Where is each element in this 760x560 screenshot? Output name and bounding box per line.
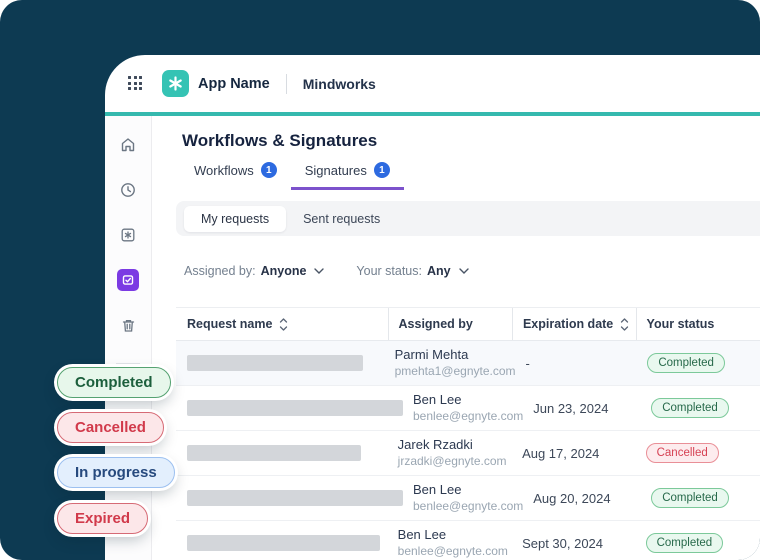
status-badge: Completed bbox=[651, 488, 729, 508]
sidebar-divider bbox=[116, 363, 140, 364]
floating-badge-expired: Expired bbox=[57, 503, 149, 534]
column-header-your-status[interactable]: Your status bbox=[635, 308, 760, 340]
home-icon[interactable] bbox=[117, 134, 139, 156]
assigned-by-cell: Ben Lee benlee@egnyte.com bbox=[413, 392, 524, 423]
column-header-request-name[interactable]: Request name bbox=[176, 308, 388, 340]
top-bar: App Name Mindworks bbox=[105, 55, 760, 112]
assigned-by-cell: Ben Lee benlee@egnyte.com bbox=[413, 482, 524, 513]
apps-box-icon[interactable] bbox=[117, 224, 139, 246]
request-name-cell bbox=[176, 400, 403, 416]
request-name-cell bbox=[176, 355, 385, 371]
tab-signatures[interactable]: Signatures 1 bbox=[290, 162, 404, 190]
redacted-request-name bbox=[187, 355, 363, 371]
status-cell: Completed bbox=[636, 533, 760, 553]
floating-badge-in-progress: In progress bbox=[57, 457, 175, 488]
table-header: Request name Assigned by Expiration date bbox=[176, 308, 760, 341]
assigned-by-filter-label: Assigned by: bbox=[184, 264, 256, 278]
tab-signatures-label: Signatures bbox=[304, 162, 367, 178]
requests-table: Request name Assigned by Expiration date bbox=[176, 307, 760, 560]
assigned-by-filter[interactable]: Assigned by: Anyone bbox=[184, 264, 325, 278]
subtab-sent-requests[interactable]: Sent requests bbox=[303, 211, 381, 226]
table-row[interactable]: Ben Lee benlee@egnyte.com Aug 20, 2024 C… bbox=[176, 476, 760, 521]
tab-workflows-count-badge: 1 bbox=[260, 162, 277, 178]
floating-badge-cancelled: Cancelled bbox=[57, 412, 164, 443]
main-content: Workflows & Signatures Workflows 1 Signa… bbox=[152, 116, 760, 560]
redacted-request-name bbox=[187, 535, 380, 551]
filter-bar: Assigned by: Anyone Your status: Any bbox=[184, 264, 760, 278]
app-launcher-icon[interactable] bbox=[128, 76, 143, 91]
column-header-assigned-by[interactable]: Assigned by bbox=[387, 308, 512, 340]
chevron-down-icon bbox=[314, 268, 325, 274]
assigned-by-cell: Jarek Rzadki jrzadki@egnyte.com bbox=[397, 437, 507, 468]
tab-bar: Workflows 1 Signatures 1 bbox=[180, 162, 760, 190]
tab-workflows[interactable]: Workflows 1 bbox=[180, 162, 291, 190]
floating-badge-completed: Completed bbox=[57, 367, 171, 398]
subtab-my-requests[interactable]: My requests bbox=[184, 205, 287, 232]
column-header-expiration-date[interactable]: Expiration date bbox=[511, 308, 636, 340]
your-status-filter-label: Your status: bbox=[356, 264, 422, 278]
history-clock-icon[interactable] bbox=[117, 179, 139, 201]
expiration-date-cell: Aug 20, 2024 bbox=[533, 490, 611, 506]
expiration-date-cell: - bbox=[525, 355, 530, 371]
status-badge: Cancelled bbox=[645, 443, 719, 463]
assigned-by-filter-value: Anyone bbox=[260, 264, 307, 278]
sort-icon[interactable] bbox=[620, 317, 629, 331]
status-cell: Cancelled bbox=[636, 443, 760, 463]
status-cell: Completed bbox=[641, 488, 760, 508]
app-logo-icon[interactable] bbox=[162, 70, 189, 97]
request-name-cell bbox=[176, 535, 388, 551]
table-row[interactable]: Ben Lee benlee@egnyte.com Sept 30, 2024 … bbox=[176, 521, 760, 560]
sort-icon[interactable] bbox=[279, 317, 288, 331]
workspace-name: Mindworks bbox=[302, 75, 376, 92]
your-status-filter-value: Any bbox=[426, 264, 451, 278]
topbar-divider bbox=[285, 73, 287, 94]
accent-line bbox=[105, 112, 760, 116]
expiration-date-cell: Aug 17, 2024 bbox=[522, 445, 600, 461]
tab-workflows-label: Workflows bbox=[194, 162, 254, 178]
status-badge: Completed bbox=[645, 533, 724, 553]
table-row[interactable]: Parmi Mehta pmehta1@egnyte.com - Complet… bbox=[176, 341, 760, 386]
chevron-down-icon bbox=[458, 268, 469, 274]
status-badge: Completed bbox=[647, 353, 725, 373]
app-window: App Name Mindworks bbox=[105, 55, 760, 560]
expiration-date-cell: Sept 30, 2024 bbox=[522, 535, 604, 551]
your-status-filter[interactable]: Your status: Any bbox=[356, 264, 469, 278]
assigned-by-cell: Parmi Mehta pmehta1@egnyte.com bbox=[394, 347, 516, 378]
request-name-cell bbox=[176, 445, 388, 461]
table-row[interactable]: Jarek Rzadki jrzadki@egnyte.com Aug 17, … bbox=[176, 431, 760, 476]
assigned-by-cell: Ben Lee benlee@egnyte.com bbox=[397, 527, 508, 558]
page-title: Workflows & Signatures bbox=[182, 131, 378, 150]
signatures-clipboard-icon[interactable] bbox=[117, 269, 139, 291]
status-cell: Completed bbox=[641, 398, 760, 418]
redacted-request-name bbox=[187, 400, 403, 416]
request-name-cell bbox=[176, 490, 403, 506]
expiration-date-cell: Jun 23, 2024 bbox=[533, 400, 609, 416]
redacted-request-name bbox=[187, 490, 403, 506]
table-row[interactable]: Ben Lee benlee@egnyte.com Jun 23, 2024 C… bbox=[176, 386, 760, 431]
sidebar bbox=[105, 116, 152, 560]
request-type-switcher: My requests Sent requests bbox=[176, 201, 760, 236]
tab-signatures-count-badge: 1 bbox=[373, 162, 390, 178]
status-badge: Completed bbox=[651, 398, 729, 418]
status-cell: Completed bbox=[637, 353, 760, 373]
app-name: App Name bbox=[198, 75, 270, 92]
redacted-request-name bbox=[187, 445, 361, 461]
trash-icon[interactable] bbox=[117, 314, 139, 336]
